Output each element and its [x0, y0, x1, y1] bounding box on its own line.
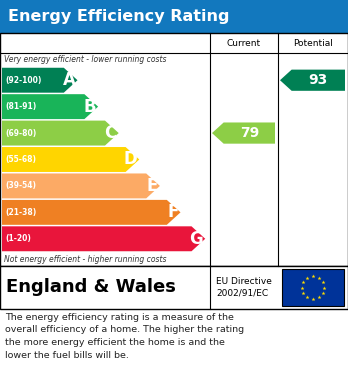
Text: F: F — [167, 203, 179, 221]
Text: The energy efficiency rating is a measure of the
overall efficiency of a home. T: The energy efficiency rating is a measur… — [5, 313, 244, 359]
Polygon shape — [2, 68, 78, 93]
Polygon shape — [2, 147, 139, 172]
Bar — [0, 33, 348, 266]
Text: 79: 79 — [240, 126, 259, 140]
Text: B: B — [84, 98, 96, 116]
Text: (69-80): (69-80) — [5, 129, 36, 138]
Polygon shape — [2, 226, 205, 251]
Text: (81-91): (81-91) — [5, 102, 36, 111]
Text: (21-38): (21-38) — [5, 208, 36, 217]
Text: Energy Efficiency Rating: Energy Efficiency Rating — [8, 9, 229, 24]
Polygon shape — [2, 200, 181, 225]
Text: England & Wales: England & Wales — [6, 278, 176, 296]
Bar — [0, 266, 348, 309]
Text: C: C — [104, 124, 117, 142]
Text: (55-68): (55-68) — [5, 155, 36, 164]
Text: D: D — [124, 151, 137, 169]
Text: G: G — [189, 230, 203, 248]
Polygon shape — [280, 70, 345, 91]
Text: (1-20): (1-20) — [5, 234, 31, 243]
Polygon shape — [212, 122, 275, 143]
Text: A: A — [63, 71, 76, 89]
Text: Current: Current — [227, 38, 261, 47]
Polygon shape — [2, 174, 160, 198]
Text: Very energy efficient - lower running costs: Very energy efficient - lower running co… — [4, 56, 166, 65]
Text: 93: 93 — [309, 73, 328, 87]
Polygon shape — [2, 94, 98, 119]
Text: Potential: Potential — [293, 38, 333, 47]
Bar — [282, 269, 344, 306]
Polygon shape — [2, 120, 119, 145]
Text: E: E — [147, 177, 158, 195]
Text: Not energy efficient - higher running costs: Not energy efficient - higher running co… — [4, 255, 166, 264]
Bar — [0, 0, 348, 33]
Text: (92-100): (92-100) — [5, 76, 41, 85]
Text: (39-54): (39-54) — [5, 181, 36, 190]
Text: EU Directive
2002/91/EC: EU Directive 2002/91/EC — [216, 277, 272, 298]
